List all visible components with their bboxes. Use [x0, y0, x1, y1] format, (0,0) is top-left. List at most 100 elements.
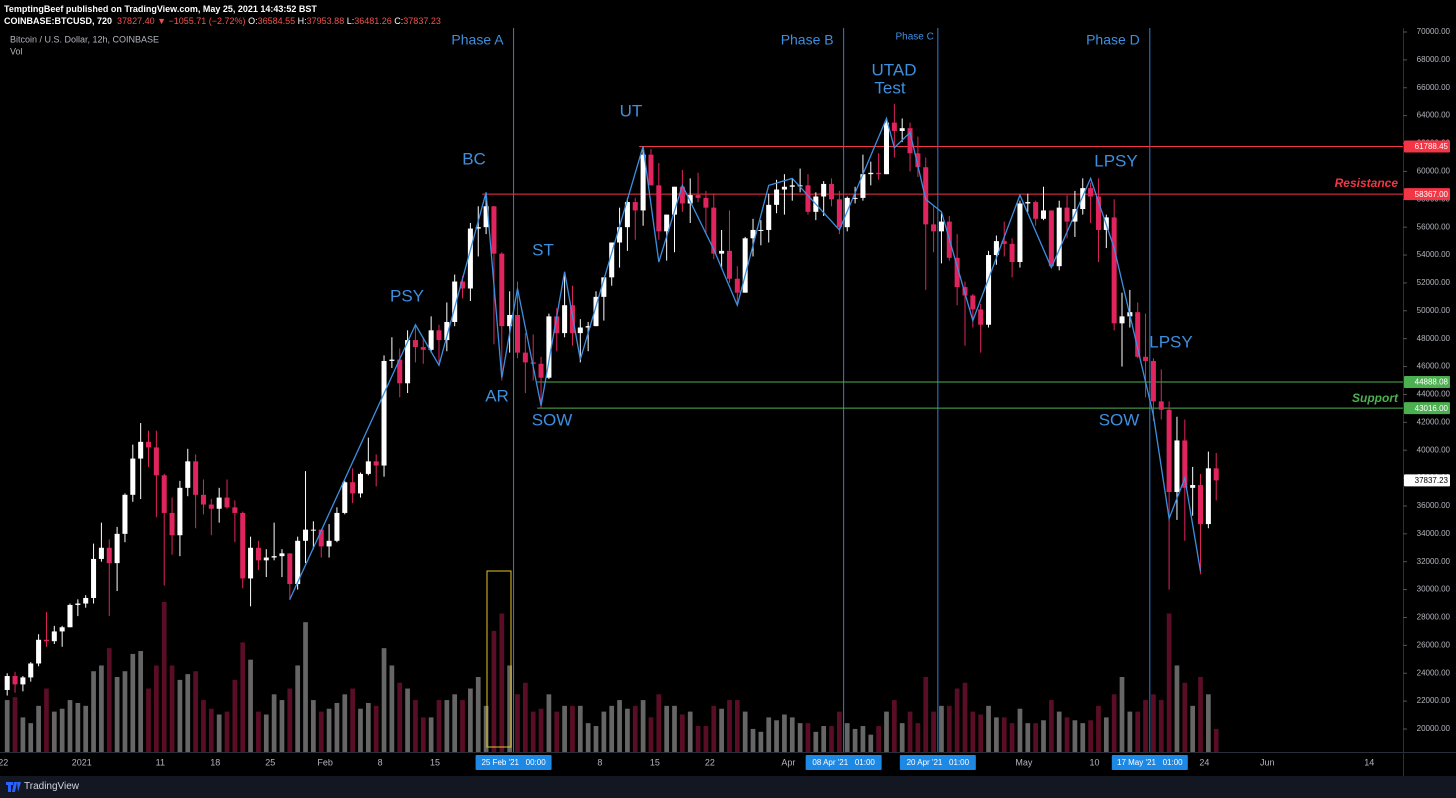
annotation: LPSY	[1094, 151, 1137, 170]
candle-body	[1009, 243, 1015, 263]
y-tick-label: 44000.00	[1417, 390, 1451, 399]
volume-bar	[939, 705, 944, 752]
volume-bar	[656, 694, 662, 752]
annotation: PSY	[390, 286, 424, 305]
y-tick-label: 28000.00	[1417, 613, 1451, 622]
volume-bar	[844, 723, 850, 752]
level-box	[1404, 188, 1450, 201]
candle-body	[907, 128, 913, 154]
candle-body	[1135, 312, 1141, 357]
candle-body	[703, 197, 709, 208]
volume-bar	[1080, 723, 1086, 752]
volume-bar	[499, 613, 505, 752]
level-box	[1404, 376, 1450, 389]
volume-bar	[216, 714, 222, 752]
candle-body	[711, 207, 717, 254]
volume-bar	[373, 705, 379, 752]
candle-body	[373, 461, 379, 466]
candle-body	[452, 281, 458, 322]
volume-bar	[12, 697, 18, 752]
volume-bar	[342, 694, 348, 752]
volume-bar	[287, 688, 293, 752]
candle-body	[530, 362, 536, 364]
y-tick-label: 32000.00	[1417, 557, 1451, 566]
brand: TradingView	[24, 781, 80, 792]
volume-bar	[397, 682, 403, 752]
volume-bar	[805, 723, 811, 752]
candle-body	[868, 172, 874, 175]
header: TemptingBeef published on TradingView.co…	[4, 3, 441, 27]
volume-bar	[208, 708, 214, 752]
volume-bar	[201, 700, 206, 752]
annotation: AR	[485, 386, 509, 405]
footer: TradingView	[0, 776, 1456, 798]
volume-bar	[318, 711, 324, 752]
candle-body	[98, 547, 104, 559]
volume-bar	[405, 688, 410, 752]
volume-bar	[20, 717, 26, 752]
volume-bar	[1127, 711, 1133, 752]
candle-body	[1017, 203, 1023, 263]
volume-bar	[530, 711, 536, 752]
candle-body	[719, 250, 725, 254]
candle-body	[836, 199, 842, 228]
volume-bar	[774, 720, 779, 752]
candle-body	[1095, 196, 1101, 230]
volume-bar	[350, 688, 355, 752]
candle-body	[1119, 316, 1125, 324]
level-box	[1404, 402, 1450, 415]
volume-bar	[648, 717, 654, 752]
ohlc-key: C:	[394, 16, 404, 26]
y-tick-label: 22000.00	[1417, 696, 1451, 705]
time-marker-label: 08 Apr '21 01:00	[812, 758, 875, 767]
phase-label: Phase B	[781, 32, 834, 48]
volume-bar	[311, 700, 316, 752]
volume-bar	[334, 702, 340, 752]
quote-line: COINBASE:BTCUSD, 720 37827.40 ▼ −1055.71…	[4, 15, 441, 27]
y-tick-label: 64000.00	[1417, 111, 1451, 120]
volume-bar	[931, 711, 936, 752]
volume-bar	[295, 665, 301, 752]
volume-bar	[491, 630, 497, 752]
y-tick-label: 52000.00	[1417, 278, 1451, 287]
time-marker-box	[475, 755, 552, 770]
candle-body	[923, 167, 929, 225]
y-tick-label: 54000.00	[1417, 250, 1451, 259]
volume-bar	[1048, 700, 1054, 752]
volume-bar	[601, 711, 607, 752]
volume-bar	[59, 708, 65, 752]
candle-body	[1213, 468, 1219, 481]
volume-bar	[428, 717, 434, 752]
candle-body	[1166, 409, 1172, 493]
candle-body	[672, 186, 678, 215]
x-tick-label: 25	[265, 757, 275, 767]
x-tick-label: 24	[1199, 757, 1209, 767]
volume-bar	[114, 677, 120, 752]
volume-bar	[852, 728, 858, 752]
x-tick-label: May	[1015, 757, 1033, 767]
wyckoff-path	[289, 116, 1202, 600]
volume-bar	[358, 708, 363, 752]
candle-body	[829, 183, 835, 200]
candle-body	[59, 627, 65, 632]
annotation: Resistance	[1335, 176, 1399, 190]
volume-bar	[1198, 677, 1203, 752]
y-tick-label: 26000.00	[1417, 640, 1451, 649]
candle-body	[522, 352, 528, 363]
candle-body	[993, 241, 999, 256]
volume-bar	[687, 711, 693, 752]
candle-body	[295, 540, 301, 585]
x-tick-label: 22	[705, 757, 715, 767]
candle-body	[357, 473, 363, 494]
volume-bar	[389, 665, 395, 752]
volume-bar	[91, 671, 96, 752]
candle-body	[114, 533, 120, 564]
x-tick-label: 11	[156, 757, 165, 767]
candle-body	[1111, 217, 1117, 324]
volume-bar	[522, 682, 528, 752]
candle-body	[1198, 485, 1204, 525]
level-label: 44888.08	[1415, 378, 1449, 387]
x-tick-label: Apr	[781, 757, 795, 767]
